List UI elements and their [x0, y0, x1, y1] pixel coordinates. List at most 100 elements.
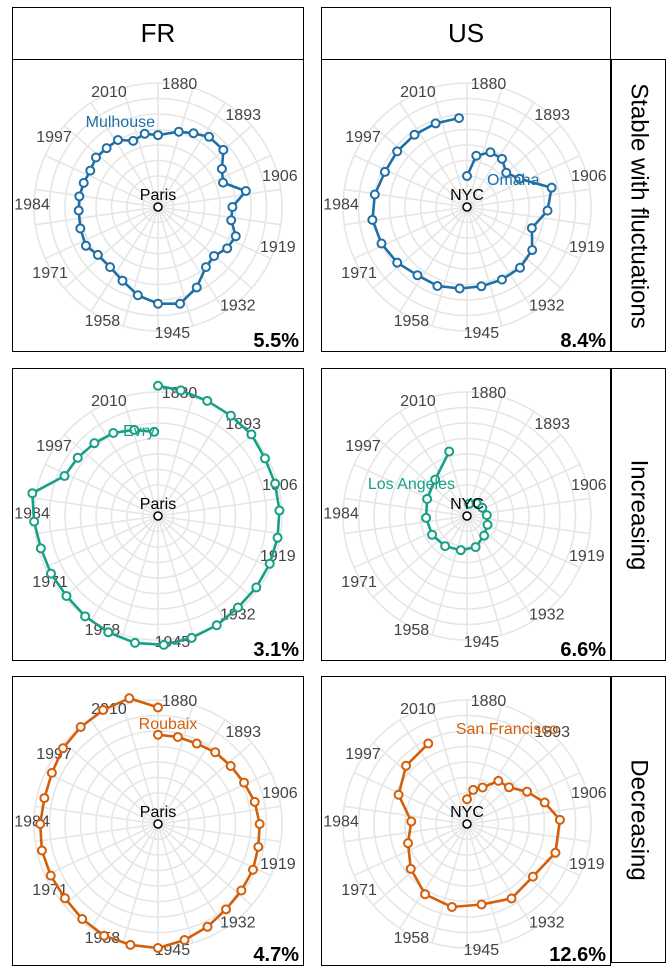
data-point [179, 935, 190, 946]
grid-spoke [35, 823, 159, 843]
data-point [406, 816, 417, 827]
year-tick-label: 1932 [220, 298, 256, 315]
center-marker [462, 511, 472, 521]
year-tick-label: 1958 [85, 313, 121, 330]
grid-spoke [157, 823, 194, 944]
data-point [175, 298, 186, 309]
grid-spoke [157, 823, 281, 843]
grid-spoke [399, 515, 468, 621]
data-point [45, 870, 56, 881]
grid-spoke [372, 823, 468, 906]
grid-spoke [35, 497, 159, 517]
year-tick-label: 1880 [471, 385, 507, 402]
grid-spoke [157, 411, 226, 517]
grid-spoke [122, 823, 159, 944]
grid-spoke [90, 206, 159, 312]
grid-spoke [466, 87, 503, 208]
year-tick-label: 1945 [155, 325, 191, 342]
data-point [477, 782, 488, 793]
share-label: 8.4% [560, 330, 606, 351]
year-tick-label: 1971 [341, 265, 377, 282]
grid-spoke [466, 515, 562, 598]
data-point [129, 637, 140, 648]
grid-spoke [466, 125, 562, 208]
data-point [481, 510, 492, 521]
grid-spoke [157, 463, 272, 517]
year-tick-label: 1893 [534, 107, 570, 124]
grid-spoke [157, 434, 253, 517]
year-tick-label: 1958 [394, 313, 430, 330]
data-point [39, 793, 50, 804]
data-point [403, 838, 414, 849]
grid-spoke [157, 719, 226, 825]
grid-spoke [157, 396, 194, 517]
data-point [446, 901, 457, 912]
grid-spoke [466, 206, 503, 327]
year-tick-label: 1906 [262, 477, 298, 494]
row-strip-stable: Stable with fluctuations [611, 59, 666, 352]
grid-spoke [35, 206, 159, 226]
grid-spoke [466, 206, 590, 226]
share-label: 5.5% [253, 330, 299, 351]
data-point [249, 796, 260, 807]
grid-spoke [353, 154, 468, 208]
data-point [61, 590, 72, 601]
data-point [186, 632, 197, 643]
data-point [90, 152, 101, 163]
grid-spoke [63, 823, 159, 906]
data-point [221, 904, 232, 915]
year-tick-label: 1971 [341, 882, 377, 899]
grid-spoke [122, 704, 159, 825]
grid-spoke [157, 125, 253, 208]
grid-spoke [157, 742, 253, 825]
data-point [542, 205, 553, 216]
data-point [218, 177, 229, 188]
year-tick-label: 1880 [162, 693, 198, 710]
data-point [80, 240, 91, 251]
grid-spoke [466, 823, 535, 929]
data-point [216, 163, 227, 174]
data-point [369, 189, 380, 200]
grid-spoke [431, 515, 468, 636]
grid-spoke [353, 771, 468, 825]
row-strip-label: Decreasing [625, 758, 653, 881]
share-label: 3.1% [253, 639, 299, 660]
data-point [230, 231, 241, 242]
data-point [554, 814, 565, 825]
series-line [77, 130, 248, 305]
year-tick-label: 1997 [36, 438, 72, 455]
data-point [158, 639, 169, 650]
year-tick-label: 1893 [534, 724, 570, 741]
grid-spoke [35, 515, 159, 535]
data-point [124, 693, 135, 704]
data-point [393, 789, 404, 800]
data-point [454, 283, 465, 294]
grid-spoke [466, 742, 562, 825]
year-tick-label: 1984 [14, 196, 50, 213]
year-tick-label: 1932 [529, 607, 565, 624]
grid-spoke [44, 154, 159, 208]
city-label: San Francisco [456, 721, 558, 738]
grid-spoke [466, 206, 581, 260]
data-point [526, 223, 537, 234]
data-point [274, 505, 285, 516]
polar-chart: 1880189319061919193219451958197119841997… [14, 693, 299, 965]
data-point [149, 426, 160, 437]
grid-spoke [122, 515, 159, 636]
data-point [153, 943, 163, 953]
data-point [462, 794, 472, 805]
data-point [188, 128, 199, 139]
grid-spoke [344, 823, 468, 843]
data-point [232, 602, 243, 613]
year-tick-label: 1906 [571, 168, 607, 185]
data-point [153, 130, 163, 141]
grid-spoke [157, 102, 226, 208]
data-point [101, 143, 112, 154]
data-point [209, 250, 220, 261]
data-point [422, 493, 433, 504]
row-strip-label: Stable with fluctuations [625, 82, 653, 329]
data-point [427, 529, 438, 540]
data-point [191, 282, 202, 293]
grid-spoke [157, 206, 194, 327]
center-marker [462, 819, 472, 829]
